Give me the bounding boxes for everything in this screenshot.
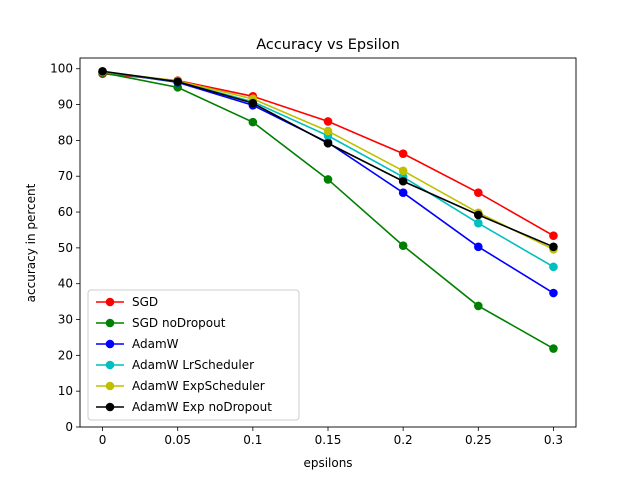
legend-label: SGD noDropout xyxy=(132,316,226,330)
legend-label: AdamW Exp noDropout xyxy=(132,400,272,414)
series-1-point xyxy=(398,241,408,251)
series-1-point xyxy=(323,175,333,184)
legend-swatch-marker xyxy=(105,360,115,370)
series-5-point xyxy=(549,242,558,252)
series-0-point xyxy=(549,231,558,240)
y-tick-label: 60 xyxy=(58,205,73,219)
legend-swatch-marker xyxy=(105,381,115,391)
legend-swatch-marker xyxy=(105,297,115,307)
series-5-point xyxy=(323,138,333,148)
y-tick-label: 0 xyxy=(65,420,73,434)
series-5-point xyxy=(173,77,182,86)
series-5-point xyxy=(474,210,483,220)
series-4-point xyxy=(323,126,333,136)
y-tick-label: 30 xyxy=(58,313,73,327)
y-tick-label: 50 xyxy=(58,241,73,255)
series-2-point xyxy=(474,242,483,252)
series-5-point xyxy=(248,98,258,108)
y-tick-label: 90 xyxy=(58,98,73,112)
legend: SGD SGD noDropout AdamW AdamW LrScheduler Ad… xyxy=(87,289,300,421)
series-3-point xyxy=(474,218,483,228)
y-axis-label: accuracy in percent xyxy=(24,183,38,302)
x-axis-label: epsilons xyxy=(303,456,352,470)
series-0-point xyxy=(474,188,483,198)
series-1-point xyxy=(549,344,558,353)
series-0-point xyxy=(398,149,408,158)
series-3-point xyxy=(549,262,558,272)
y-tick-label: 70 xyxy=(58,169,73,183)
x-tick-label: 0.25 xyxy=(465,433,492,447)
legend-label: AdamW LrScheduler xyxy=(132,358,254,372)
y-tick-label: 40 xyxy=(58,277,73,291)
series-5-point xyxy=(398,176,408,186)
chart-title: Accuracy vs Epsilon xyxy=(256,37,400,53)
x-tick-label: 0.15 xyxy=(315,433,342,447)
legend-swatch-marker xyxy=(105,402,115,412)
x-tick-label: 0 xyxy=(99,433,107,447)
plot-frame xyxy=(79,57,577,428)
legend-swatch-marker xyxy=(105,339,115,349)
y-tick-label: 80 xyxy=(58,133,73,147)
series-0-point xyxy=(323,117,333,126)
x-tick-label: 0.05 xyxy=(164,433,191,447)
series-2-point xyxy=(398,188,408,198)
y-tick-label: 20 xyxy=(58,348,73,362)
series-4-point xyxy=(398,166,408,176)
legend-box xyxy=(87,289,300,421)
y-tick-label: 10 xyxy=(58,384,73,398)
series-2-point xyxy=(549,288,558,298)
legend-label: SGD xyxy=(132,295,158,309)
y-tick-label: 100 xyxy=(50,62,73,76)
x-tick-label: 0.3 xyxy=(544,433,563,447)
x-tick-label: 0.1 xyxy=(243,433,262,447)
legend-swatch-marker xyxy=(105,318,115,328)
series-1-point xyxy=(474,301,483,311)
legend-label: AdamW xyxy=(132,337,179,351)
legend-label: AdamW ExpScheduler xyxy=(132,379,265,393)
x-tick-label: 0.2 xyxy=(394,433,413,447)
series-1-point xyxy=(248,117,258,127)
plot-area: 0 0.05 0.1 0.15 0.2 0.25 0.3 0 10 20 30 40 50 60 70 80 9… xyxy=(50,57,577,447)
series-5-point xyxy=(98,66,107,76)
